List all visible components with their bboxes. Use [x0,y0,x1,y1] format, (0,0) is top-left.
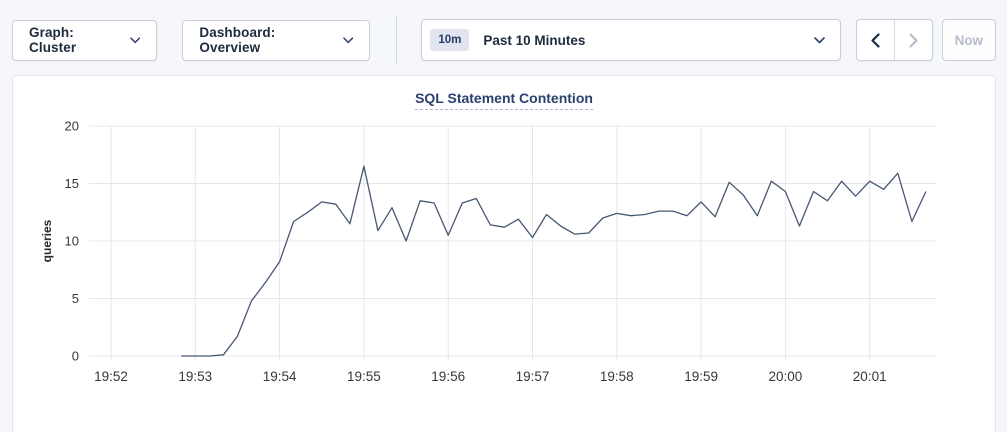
chevron-down-icon [343,36,354,43]
x-tick-label: 20:00 [769,369,803,384]
graph-scope-dropdown[interactable]: Graph: Cluster [12,19,158,61]
y-tick-label: 5 [72,291,79,306]
x-tick-label: 19:55 [347,369,381,384]
dashboard-dropdown-label: Dashboard: Overview [199,25,276,55]
y-tick-label: 20 [65,119,79,134]
step-forward-button[interactable] [894,20,931,60]
time-range-dropdown[interactable]: 10m Past 10 Minutes [421,19,842,61]
x-tick-label: 19:54 [263,369,297,384]
chevron-down-icon [130,36,141,43]
x-tick-label: 19:58 [600,369,634,384]
series-line [181,165,927,357]
chart-card: SQL Statement Contention 0 5 10 15 20 19:52 19… [12,75,996,432]
x-tick-label: 19:59 [684,369,718,384]
x-tick-label: 19:56 [431,369,465,384]
step-back-button[interactable] [857,20,894,60]
toolbar: Graph: Cluster Dashboard: Overview 10m P… [0,0,1007,68]
x-tick-label: 19:53 [178,369,212,384]
dashboard-dropdown[interactable]: Dashboard: Overview [182,19,371,61]
y-tick-label: 15 [65,176,79,191]
chart-title[interactable]: SQL Statement Contention [415,90,593,110]
time-step-buttons [856,19,933,61]
y-tick-label: 0 [72,349,79,364]
chevron-right-icon [909,32,918,48]
chart-title-row: SQL Statement Contention [13,76,995,110]
y-tick-label: 10 [65,234,79,249]
time-range-label: Past 10 Minutes [483,32,586,48]
x-tick-label: 20:01 [853,369,887,384]
toolbar-divider [396,16,398,64]
chevron-down-icon [814,36,826,43]
graph-scope-dropdown-label: Graph: Cluster [29,25,77,55]
x-tick-label: 19:57 [516,369,550,384]
x-tick-label: 19:52 [94,369,128,384]
sql-statement-contention-chart[interactable]: 0 5 10 15 20 19:52 19:53 19:54 19:55 19:56 19:57 19… [13,110,996,420]
chevron-left-icon [871,32,880,48]
time-range-badge: 10m [430,29,470,51]
now-button[interactable]: Now [941,19,997,61]
y-axis-label: queries [40,219,54,262]
